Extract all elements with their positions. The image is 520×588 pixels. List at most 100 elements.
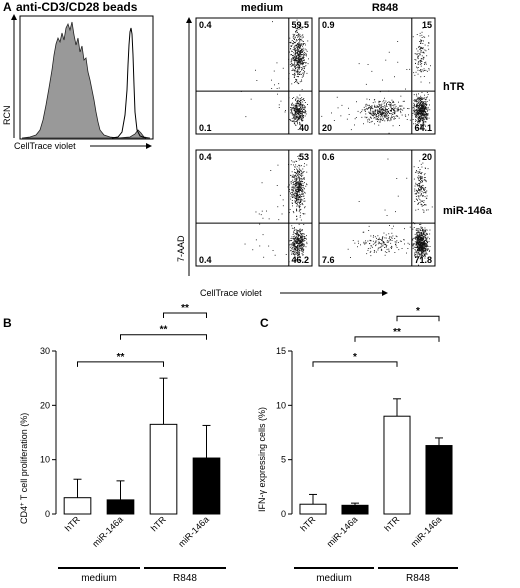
event-dot	[302, 118, 304, 120]
event-dot	[296, 192, 297, 194]
event-dot	[300, 243, 302, 245]
event-dot	[296, 56, 297, 58]
event-dot	[271, 79, 272, 81]
event-dot	[375, 241, 377, 243]
event-dot	[390, 110, 392, 112]
event-dot	[420, 172, 422, 174]
event-dot	[293, 236, 294, 238]
event-dot	[420, 110, 422, 112]
event-dot	[296, 249, 298, 251]
event-dot	[429, 229, 431, 231]
event-dot	[299, 67, 301, 69]
event-dot	[295, 60, 296, 61]
event-dot	[415, 171, 416, 173]
event-dot	[293, 116, 295, 118]
quadrant-lr-value: 64.1	[414, 123, 432, 133]
event-dot	[278, 107, 280, 108]
event-dot	[296, 45, 297, 47]
event-dot	[295, 40, 297, 42]
event-dot	[378, 241, 380, 243]
event-dot	[297, 252, 298, 254]
event-dot	[384, 254, 386, 256]
event-dot	[355, 117, 357, 118]
event-dot	[390, 106, 392, 108]
event-dot	[418, 202, 419, 204]
event-dot	[292, 196, 293, 198]
event-dot	[300, 245, 302, 247]
event-dot	[277, 93, 278, 95]
event-dot	[299, 191, 301, 193]
event-dot	[291, 109, 293, 111]
chart-c-significance-label: **	[393, 327, 401, 338]
event-dot	[298, 109, 300, 111]
event-dot	[301, 184, 302, 185]
panel-b-ylabel-sup: +	[20, 502, 26, 506]
event-dot	[416, 111, 418, 113]
event-dot	[425, 255, 426, 257]
event-dot	[363, 241, 365, 243]
event-dot	[415, 115, 417, 117]
event-dot	[416, 98, 418, 100]
event-dot	[418, 111, 420, 113]
event-dot	[299, 172, 300, 173]
event-dot	[296, 111, 298, 113]
event-dot	[293, 193, 295, 195]
event-dot	[384, 120, 386, 122]
event-dot	[425, 253, 427, 255]
event-dot	[421, 252, 423, 254]
event-dot	[421, 230, 423, 232]
event-dot	[301, 202, 303, 204]
event-dot	[282, 199, 284, 201]
event-dot	[418, 239, 420, 240]
event-dot	[425, 103, 427, 105]
event-dot	[297, 246, 298, 247]
event-dot	[300, 111, 301, 113]
event-dot	[370, 245, 372, 247]
event-dot	[299, 55, 301, 57]
event-dot	[294, 36, 296, 38]
event-dot	[419, 255, 421, 257]
event-dot	[261, 210, 263, 212]
event-dot	[374, 114, 376, 116]
event-dot	[306, 241, 308, 243]
event-dot	[297, 249, 299, 251]
event-dot	[298, 195, 300, 197]
event-dot	[308, 58, 309, 60]
event-dot	[300, 101, 301, 103]
event-dot	[425, 252, 427, 254]
event-dot	[274, 254, 276, 256]
event-dot	[417, 190, 418, 192]
event-dot	[292, 176, 294, 178]
event-dot	[422, 249, 424, 250]
event-dot	[300, 61, 302, 63]
event-dot	[303, 70, 305, 71]
event-dot	[427, 113, 429, 115]
event-dot	[296, 117, 297, 118]
event-dot	[294, 243, 296, 245]
event-dot	[412, 244, 414, 246]
event-dot	[374, 109, 376, 111]
event-dot	[418, 112, 420, 114]
event-dot	[389, 102, 391, 103]
event-dot	[296, 104, 297, 106]
event-dot	[298, 104, 300, 106]
event-dot	[413, 227, 415, 228]
event-dot	[417, 240, 419, 242]
event-dot	[298, 47, 300, 48]
event-dot	[296, 178, 297, 180]
event-dot	[381, 106, 383, 108]
event-dot	[396, 178, 398, 179]
event-dot	[304, 43, 306, 44]
event-dot	[421, 109, 422, 111]
event-dot	[420, 97, 422, 99]
event-dot	[293, 97, 295, 98]
event-dot	[297, 197, 299, 199]
event-dot	[409, 226, 411, 228]
event-dot	[387, 119, 389, 121]
event-dot	[421, 127, 423, 129]
event-dot	[391, 232, 393, 234]
event-dot	[415, 236, 417, 238]
event-dot	[390, 247, 392, 248]
event-dot	[294, 115, 296, 117]
